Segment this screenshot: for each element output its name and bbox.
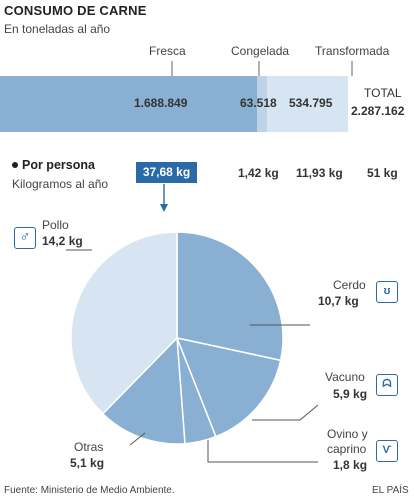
sheep-icon: Ѵ <box>376 440 398 462</box>
chicken-icon: ♂ <box>14 227 36 249</box>
footer-source: Fuente: Ministerio de Medio Ambiente. <box>4 485 175 496</box>
per-person-subtitle: Kilogramos al año <box>12 177 109 191</box>
label-vacuno-name: Vacuno <box>325 370 365 384</box>
per-person-total: 51 kg <box>367 166 398 180</box>
pig-icon: ʊ <box>376 281 398 303</box>
per-person-fresca-badge: 37,68 kg <box>136 162 197 183</box>
label-ovino-value: 1,8 kg <box>333 458 368 472</box>
label-otras-value: 5,1 kg <box>70 456 105 470</box>
value-fresca: 1.688.849 <box>134 96 188 110</box>
total-value: 2.287.162 <box>351 104 405 118</box>
pie-slice-cerdo <box>176 231 284 362</box>
value-transformada: 534.795 <box>289 96 333 110</box>
total-label: TOTAL <box>364 86 402 100</box>
bullet-icon <box>12 162 18 168</box>
pie-slice-vacuno <box>175 336 282 438</box>
label-cerdo-value: 10,7 kg <box>318 294 359 308</box>
footer-brand: EL PAÍS <box>372 485 409 496</box>
label-otras-name: Otras <box>74 440 104 454</box>
leader-vacuno <box>252 404 319 421</box>
value-congelada: 63.518 <box>240 96 277 110</box>
per-person-title: Por persona <box>12 158 95 172</box>
per-person-transformada: 11,93 kg <box>296 166 343 180</box>
label-ovino-name2: caprino <box>327 442 367 456</box>
arrow-down-icon <box>160 184 168 212</box>
per-person-congelada: 1,42 kg <box>238 166 279 180</box>
chart-subtitle: En toneladas al año <box>4 22 111 36</box>
pie-slice-otras <box>101 336 186 445</box>
header-fresca: Fresca <box>149 44 186 58</box>
label-ovino-name1: Ovino y <box>327 427 368 441</box>
leader-ovino <box>207 440 318 463</box>
cow-icon: ᗣ <box>376 374 398 396</box>
chart-title: CONSUMO DE CARNE <box>4 3 147 18</box>
header-transformada: Transformada <box>315 44 390 58</box>
label-pollo-name: Pollo <box>42 218 69 232</box>
header-ticks <box>171 61 353 76</box>
label-pollo-value: 14,2 kg <box>42 234 83 248</box>
bar-segment-congelada <box>256 76 267 132</box>
header-congelada: Congelada <box>231 44 290 58</box>
bar-segment-transformada <box>266 76 348 132</box>
leader-otras <box>129 432 146 446</box>
bar-segment-fresca <box>0 76 257 132</box>
label-vacuno-value: 5,9 kg <box>333 387 368 401</box>
pie-slice-pollo <box>70 231 178 415</box>
label-cerdo-name: Cerdo <box>333 278 366 292</box>
